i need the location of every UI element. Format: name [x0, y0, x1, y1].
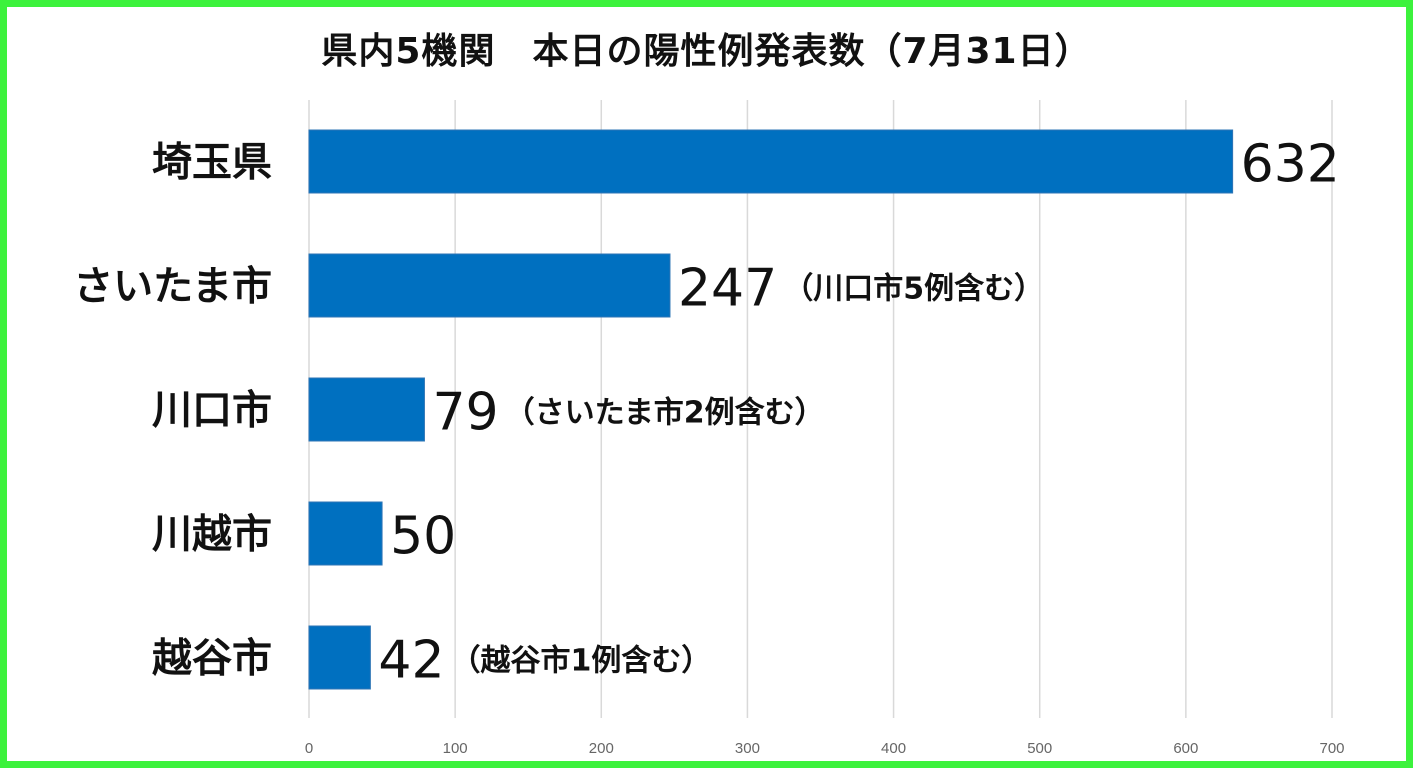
x-tick-label: 600: [1173, 740, 1198, 757]
annotation-label: （越谷市1例含む）: [451, 644, 712, 679]
category-label: 川口市: [152, 388, 272, 434]
value-label: 247: [678, 259, 777, 319]
category-label: さいたま市: [73, 264, 272, 310]
x-tick-label: 700: [1319, 740, 1344, 757]
bar: [308, 501, 383, 566]
labels: 埼玉県 632 さいたま市 247 （川口市5例含む） 川口市 79 （さいたま市2例含む） 川…: [73, 135, 1340, 691]
value-label: 632: [1241, 135, 1340, 195]
bar: [308, 129, 1234, 194]
x-tick-label: 200: [589, 740, 614, 757]
bars: [308, 129, 1234, 690]
x-tick-label: 0: [305, 740, 313, 757]
bar: [308, 253, 671, 318]
category-label: 越谷市: [152, 636, 272, 682]
x-tick-label: 500: [1027, 740, 1052, 757]
value-label: 79: [432, 383, 498, 443]
x-tick-label: 400: [881, 740, 906, 757]
bar: [308, 377, 425, 442]
value-label: 50: [390, 507, 456, 567]
category-label: 埼玉県: [152, 140, 272, 186]
x-tick-label: 300: [735, 740, 760, 757]
chart-title: 県内5機関 本日の陽性例発表数（7月31日）: [321, 31, 1092, 72]
value-label: 42: [378, 631, 444, 691]
x-tick-label: 100: [443, 740, 468, 757]
bar: [308, 625, 371, 690]
gridlines: [308, 100, 1333, 718]
annotation-label: （川口市5例含む）: [783, 272, 1044, 307]
x-axis-ticks: 0 100 200 300 400 500 600 700: [305, 740, 1345, 757]
annotation-label: （さいたま市2例含む）: [505, 396, 825, 431]
category-label: 川越市: [152, 512, 272, 558]
